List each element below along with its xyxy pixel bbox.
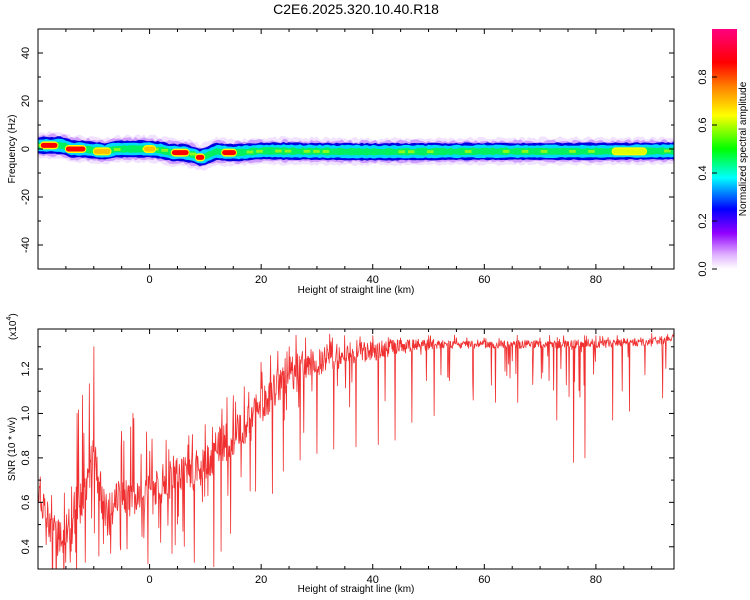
spectrogram-speck [569, 149, 576, 153]
spectrogram-speck [464, 150, 472, 153]
snr-y-tick-label: 0.6 [20, 495, 32, 510]
spectrogram-speck [303, 149, 311, 153]
snr-series-line [38, 329, 674, 569]
spectrogram-hotspot [195, 154, 205, 160]
spectrogram-hotspot [222, 150, 237, 156]
snr-y-tick-label: 0.8 [20, 450, 32, 465]
spectrogram-x-tick-label: 20 [255, 274, 267, 286]
spectrogram-hotspot [144, 146, 156, 152]
exponent-base: (x10 [8, 320, 19, 340]
spectrogram-hotspot [171, 150, 189, 156]
spectrogram-speck [284, 149, 292, 153]
colorbar: 0.0 0.2 0.4 0.6 0.8 Normalized spectral ampl… [697, 29, 749, 277]
snr-x-tick-label: 80 [590, 574, 602, 586]
snr-y-tick-label: 0.4 [20, 539, 32, 554]
spectrogram-x-tick-label: 60 [478, 274, 490, 286]
spectrogram-speck [313, 149, 320, 153]
spectrogram-speck [663, 149, 671, 153]
spectrogram-speck [322, 150, 330, 153]
colorbar-scale [712, 29, 737, 269]
spectrogram-y-tick-label: 40 [20, 47, 32, 59]
spectrogram-y-axis-label: Frequency (Hz) [7, 115, 18, 184]
spectrogram-x-tick-label: 80 [590, 274, 602, 286]
spectrogram-speck [521, 149, 529, 153]
spectrogram-x-tick-label: 0 [147, 274, 153, 286]
spectrogram-y-ticks: -40 -20 0 20 40 [20, 28, 674, 270]
spectrogram-y-tick-label: 20 [20, 95, 32, 107]
spectrogram-x-tick-label: 40 [367, 274, 379, 286]
spectrogram-y-tick-label: -40 [20, 237, 32, 253]
spectrogram-speck [161, 148, 168, 152]
spectrogram-panel: 0 20 40 60 80 -40 -20 0 20 40 Height of straight… [7, 28, 675, 296]
spectrogram-speck [275, 149, 282, 153]
spectrogram-speck [189, 152, 197, 156]
spectrogram-speck [502, 149, 510, 153]
spectrogram-hotspot [93, 148, 111, 154]
spectrogram-speck [398, 150, 406, 154]
snr-x-tick-label: 0 [147, 574, 153, 586]
snr-y-exponent: (x104) [6, 313, 19, 340]
colorbar-label: Normalized spectral amplitude [738, 81, 749, 216]
spectrogram-speck [588, 149, 595, 153]
exponent-close: ) [8, 313, 19, 316]
spectrogram-hotspot [612, 148, 647, 154]
spectrogram-y-tick-label: -20 [20, 189, 32, 205]
snr-y-axis-label: SNR (10 * v/v) [7, 417, 18, 481]
spectrogram-speck [113, 148, 121, 151]
colorbar-ticks: 0.0 0.2 0.4 0.6 0.8 [697, 69, 717, 277]
spectrogram-x-ticks: 0 20 40 60 80 [65, 29, 653, 286]
snr-y-tick-label: 1.0 [20, 406, 32, 421]
colorbar-tick-label: 0.4 [697, 165, 709, 180]
snr-y-tick-label: 1.2 [20, 361, 32, 376]
snr-x-tick-label: 20 [255, 574, 267, 586]
svg-text:(x104): (x104) [6, 313, 19, 340]
snr-x-axis-label: Height of straight line (km) [298, 584, 415, 595]
exponent-power: 4 [6, 317, 13, 321]
spectrogram-hotspot [40, 142, 58, 148]
spectrogram-x-axis-label: Height of straight line (km) [298, 285, 415, 296]
snr-x-ticks: 0 20 40 60 80 [65, 329, 653, 586]
colorbar-tick-label: 0.6 [697, 117, 709, 132]
snr-x-tick-label: 40 [367, 574, 379, 586]
spectrogram-speck [540, 149, 548, 153]
snr-y-ticks: 0.4 0.6 0.8 1.0 1.2 [20, 346, 674, 570]
spectrogram-plot-area [38, 130, 674, 171]
colorbar-tick-label: 0.8 [697, 69, 709, 84]
snr-frame [37, 328, 675, 570]
spectrogram-hotspot [65, 146, 86, 152]
snr-panel: 0 20 40 60 80 0.4 0.6 0.8 1.0 1.2 Height of stra… [6, 313, 675, 595]
colorbar-tick-label: 0.2 [697, 213, 709, 228]
spectrogram-speck [426, 150, 434, 154]
chart-title: C2E6.2025.320.10.40.R18 [273, 1, 439, 17]
spectrogram-y-tick-label: 0 [20, 146, 32, 152]
colorbar-tick-label: 0.0 [697, 261, 709, 276]
spectrogram-speck [407, 150, 415, 154]
spectrogram-speck [256, 149, 263, 153]
spectrogram-speck [246, 150, 254, 154]
snr-x-tick-label: 60 [478, 574, 490, 586]
